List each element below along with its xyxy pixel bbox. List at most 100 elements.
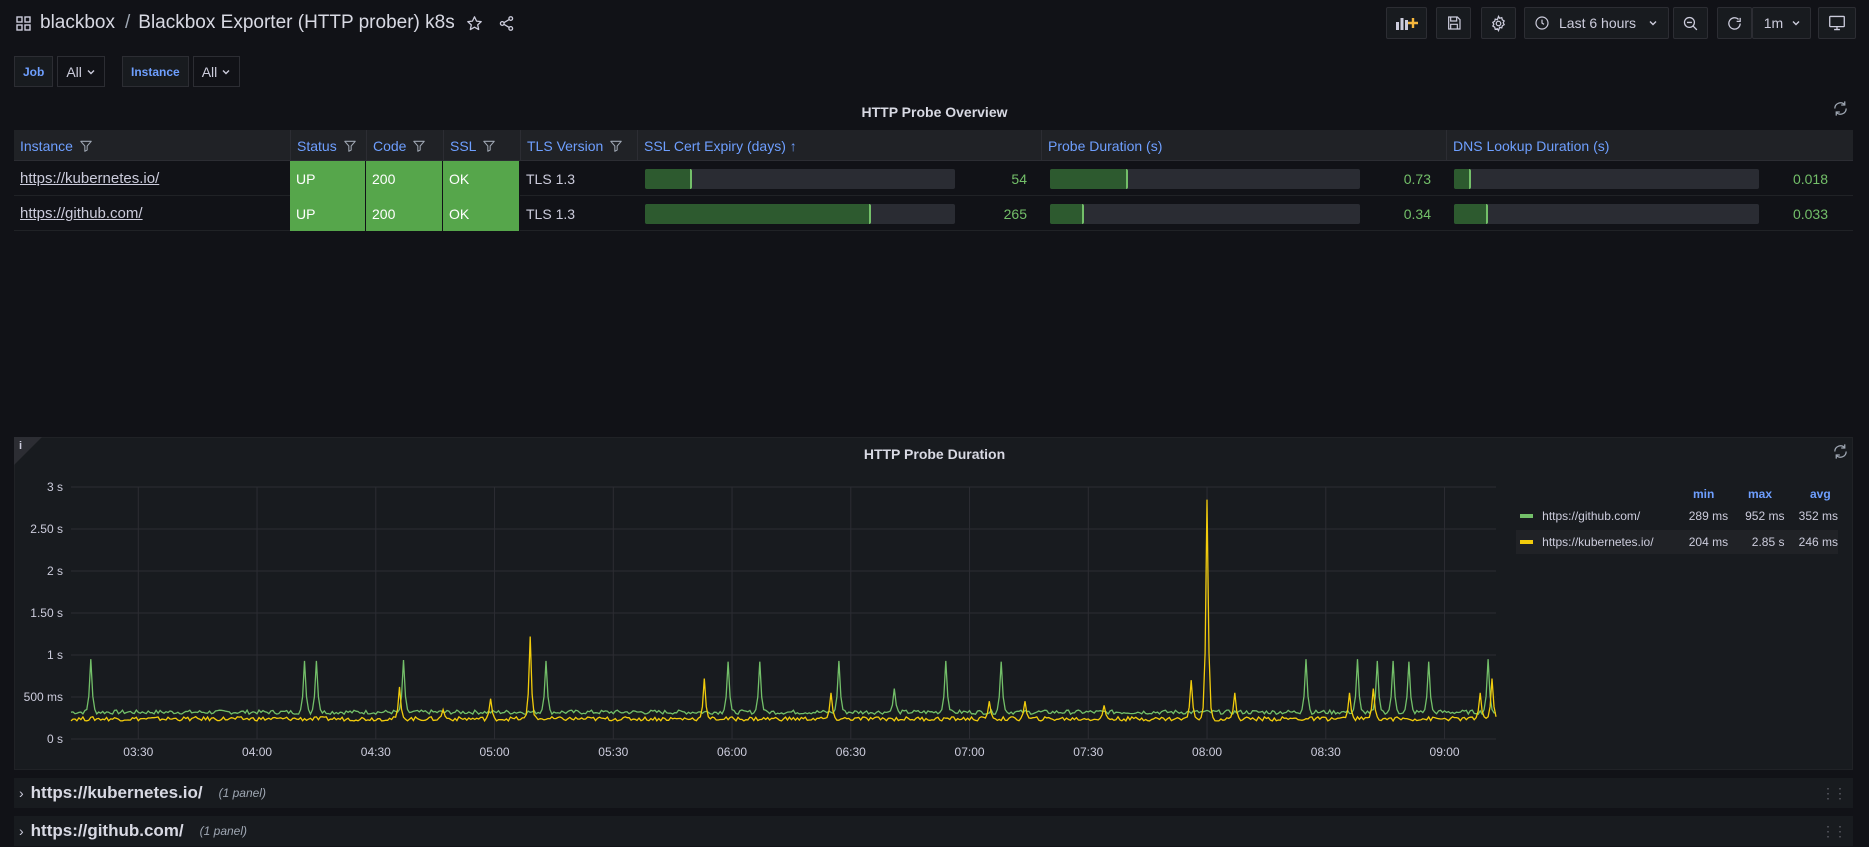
tls-version-cell: TLS 1.3 bbox=[526, 205, 576, 222]
clock-icon bbox=[1535, 16, 1549, 30]
probe-duration-gauge bbox=[1050, 204, 1360, 224]
row-panel-count: (1 panel) bbox=[199, 824, 248, 838]
filter-icon[interactable] bbox=[343, 139, 357, 153]
filter-icon[interactable] bbox=[412, 139, 426, 153]
instance-link[interactable]: https://github.com/ bbox=[20, 205, 143, 222]
apps-grid-icon[interactable] bbox=[14, 14, 32, 32]
gauge-fill bbox=[1050, 204, 1085, 224]
dashboard-row-kubernetes[interactable]: › https://kubernetes.io/ (1 panel) ⋮⋮ bbox=[14, 778, 1853, 808]
dashboard-settings-button[interactable] bbox=[1481, 7, 1516, 39]
dashboard-row-github[interactable]: › https://github.com/ (1 panel) ⋮⋮ bbox=[14, 816, 1853, 846]
code-cell: 200 bbox=[366, 161, 443, 196]
dashboard-title[interactable]: Blackbox Exporter (HTTP prober) k8s bbox=[138, 12, 455, 33]
legend-item[interactable]: https://github.com/ 289 ms 952 ms 352 ms bbox=[1516, 504, 1838, 528]
column-header-code[interactable]: Code bbox=[366, 130, 443, 161]
filter-icon[interactable] bbox=[609, 139, 623, 153]
zoom-out-icon bbox=[1683, 16, 1698, 30]
top-navbar: blackbox / Blackbox Exporter (HTTP probe… bbox=[0, 0, 1869, 46]
code-cell: 200 bbox=[366, 196, 443, 231]
gauge-fill bbox=[1050, 169, 1128, 189]
chevron-down-icon bbox=[87, 69, 95, 74]
gauge-fill bbox=[1454, 169, 1471, 189]
column-header-ssl[interactable]: SSL bbox=[443, 130, 520, 161]
add-panel-button[interactable] bbox=[1386, 7, 1427, 39]
column-header-instance[interactable]: Instance bbox=[14, 130, 290, 161]
tls-version-cell: TLS 1.3 bbox=[526, 170, 576, 187]
legend-series-name: https://github.com/ bbox=[1542, 509, 1641, 523]
column-label: Code bbox=[373, 137, 407, 154]
drag-handle-icon[interactable]: ⋮⋮ bbox=[1821, 822, 1847, 839]
tv-mode-button[interactable] bbox=[1818, 7, 1856, 39]
legend-max: 2.85 s bbox=[1751, 535, 1785, 549]
ssl-cell: OK bbox=[443, 161, 520, 196]
graph-panel-title[interactable]: HTTP Probe Duration bbox=[863, 446, 1006, 462]
info-icon: i bbox=[19, 440, 23, 452]
add-panel-icon bbox=[1395, 18, 1418, 30]
filter-icon[interactable] bbox=[482, 139, 496, 153]
table-row: https://github.com/ UP 200 OK TLS 1.3 26… bbox=[14, 196, 1853, 231]
zoom-out-button[interactable] bbox=[1673, 7, 1708, 39]
dns-lookup-gauge bbox=[1454, 204, 1759, 224]
row-title: https://kubernetes.io/ bbox=[30, 783, 203, 802]
filter-icon[interactable] bbox=[79, 139, 93, 153]
refresh-interval-picker[interactable]: 1m bbox=[1752, 7, 1811, 39]
legend-header-max[interactable]: max bbox=[1748, 487, 1773, 501]
drag-handle-icon[interactable]: ⋮⋮ bbox=[1821, 784, 1847, 801]
column-header-probe-duration[interactable]: Probe Duration (s) bbox=[1041, 130, 1446, 161]
column-header-ssl-cert-expiry[interactable]: SSL Cert Expiry (days) ↑ bbox=[637, 130, 1041, 161]
legend-header-avg[interactable]: avg bbox=[1810, 487, 1831, 501]
column-header-status[interactable]: Status bbox=[290, 130, 366, 161]
variable-instance: Instance All bbox=[122, 56, 241, 87]
save-dashboard-button[interactable] bbox=[1436, 7, 1471, 39]
legend-max: 952 ms bbox=[1745, 509, 1785, 523]
column-label: TLS Version bbox=[527, 137, 604, 154]
time-range-picker[interactable]: Last 6 hours bbox=[1524, 7, 1669, 39]
table-row: https://kubernetes.io/ UP 200 OK TLS 1.3… bbox=[14, 161, 1853, 196]
chevron-down-icon bbox=[1649, 21, 1657, 26]
status-cell: UP bbox=[290, 161, 366, 196]
refresh-button[interactable] bbox=[1717, 7, 1752, 39]
dns-lookup-value: 0.018 bbox=[1792, 170, 1828, 187]
panel-info-icon[interactable] bbox=[14, 437, 42, 465]
chevron-right-icon: › bbox=[19, 785, 24, 801]
chevron-down-icon bbox=[222, 69, 230, 74]
legend-header-min[interactable]: min bbox=[1693, 487, 1715, 501]
legend-swatch bbox=[1520, 540, 1534, 544]
breadcrumb-folder[interactable]: blackbox bbox=[40, 12, 115, 33]
ssl-cell: OK bbox=[443, 196, 520, 231]
probe-duration-gauge bbox=[1050, 169, 1360, 189]
graph-panel bbox=[14, 437, 1853, 770]
table-panel-title[interactable]: HTTP Probe Overview bbox=[861, 104, 1008, 120]
cert-expiry-gauge bbox=[645, 204, 955, 224]
legend-series-name: https://kubernetes.io/ bbox=[1542, 535, 1654, 549]
gear-icon bbox=[1491, 14, 1506, 32]
refresh-icon[interactable] bbox=[1832, 100, 1849, 117]
dns-lookup-value: 0.033 bbox=[1792, 205, 1828, 222]
variable-job-select[interactable]: All bbox=[57, 56, 105, 87]
gauge-fill bbox=[645, 204, 872, 224]
legend-swatch bbox=[1520, 514, 1534, 518]
variable-instance-select[interactable]: All bbox=[192, 56, 241, 87]
breadcrumb: blackbox / Blackbox Exporter (HTTP probe… bbox=[40, 12, 455, 34]
cert-expiry-value: 54 bbox=[1011, 170, 1027, 187]
legend-avg: 246 ms bbox=[1798, 535, 1838, 549]
column-header-tls-version[interactable]: TLS Version bbox=[520, 130, 637, 161]
column-label: DNS Lookup Duration (s) bbox=[1453, 137, 1610, 154]
legend-avg: 352 ms bbox=[1798, 509, 1838, 523]
share-icon[interactable] bbox=[497, 13, 517, 33]
save-icon bbox=[1447, 16, 1461, 30]
variable-job: Job All bbox=[14, 56, 105, 87]
column-label: Probe Duration (s) bbox=[1048, 137, 1163, 154]
star-icon[interactable] bbox=[465, 13, 485, 33]
row-title: https://github.com/ bbox=[30, 821, 184, 840]
legend-item[interactable]: https://kubernetes.io/ 204 ms 2.85 s 246… bbox=[1516, 530, 1838, 554]
probe-duration-value: 0.73 bbox=[1403, 170, 1431, 187]
refresh-icon[interactable] bbox=[1832, 443, 1849, 460]
variable-job-value: All bbox=[66, 63, 82, 80]
dns-lookup-gauge bbox=[1454, 169, 1759, 189]
gauge-fill bbox=[645, 169, 692, 189]
gauge-fill bbox=[1454, 204, 1488, 224]
column-label: Status bbox=[297, 137, 337, 154]
column-header-dns-lookup[interactable]: DNS Lookup Duration (s) bbox=[1446, 130, 1853, 161]
instance-link[interactable]: https://kubernetes.io/ bbox=[20, 170, 160, 187]
